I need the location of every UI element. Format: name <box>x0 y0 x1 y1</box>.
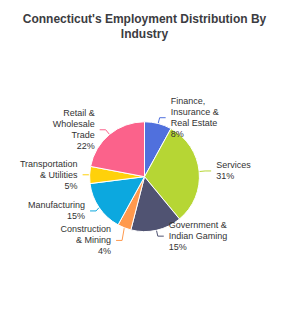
svg-text:Finance,: Finance, <box>171 96 206 106</box>
svg-text:4%: 4% <box>98 246 111 256</box>
svg-text:Government &: Government & <box>169 220 227 230</box>
svg-text:22%: 22% <box>77 141 95 151</box>
svg-text:15%: 15% <box>67 211 85 221</box>
svg-text:15%: 15% <box>169 242 187 252</box>
svg-text:8%: 8% <box>171 129 184 139</box>
svg-text:Connecticut's Employment Distr: Connecticut's Employment Distribution By <box>23 12 267 26</box>
svg-text:Construction: Construction <box>61 224 112 234</box>
svg-text:31%: 31% <box>216 171 234 181</box>
svg-text:Industry: Industry <box>121 27 169 41</box>
svg-text:Retail &: Retail & <box>63 108 95 118</box>
svg-text:Real Estate: Real Estate <box>171 118 218 128</box>
svg-text:Transportation: Transportation <box>20 159 78 169</box>
svg-text:Manufacturing: Manufacturing <box>28 200 85 210</box>
svg-text:Wholesale: Wholesale <box>53 119 95 129</box>
svg-text:& Mining: & Mining <box>76 235 111 245</box>
svg-text:Trade: Trade <box>71 130 94 140</box>
svg-text:5%: 5% <box>65 181 78 191</box>
svg-text:& Utilities: & Utilities <box>40 170 78 180</box>
svg-text:Services: Services <box>216 160 251 170</box>
svg-text:Insurance &: Insurance & <box>171 107 219 117</box>
svg-text:Indian Gaming: Indian Gaming <box>169 231 228 241</box>
